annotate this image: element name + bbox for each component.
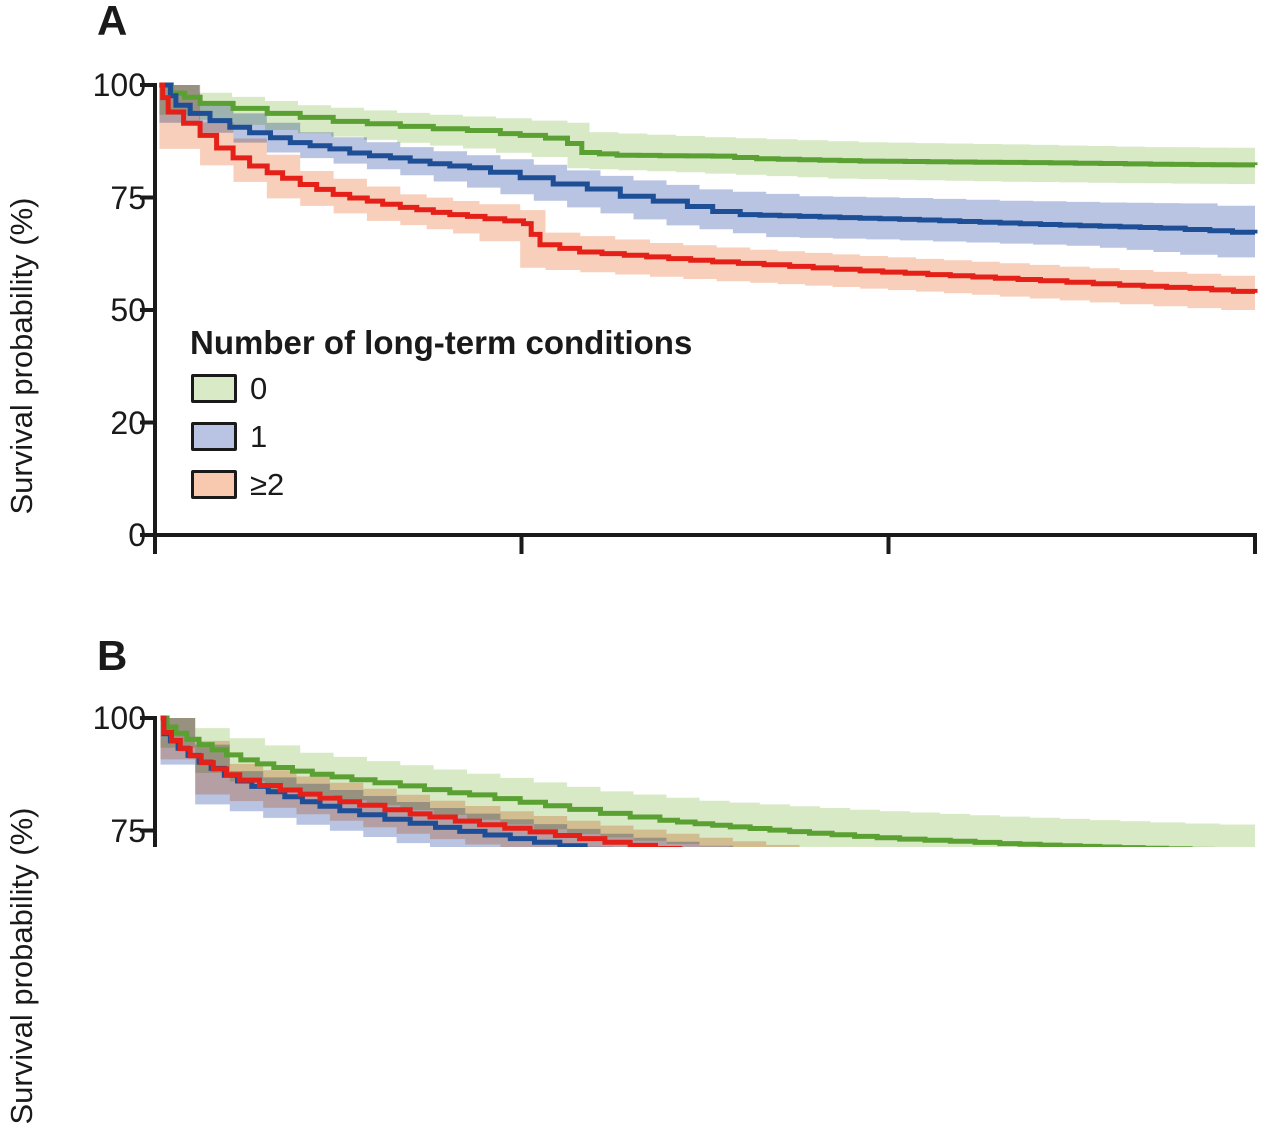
- legend-swatch-icon: [191, 470, 237, 499]
- legend-item-label: 0: [250, 371, 268, 406]
- survival-line-0-panel-A: [159, 82, 1258, 168]
- ci-band-1-panel-B: [160, 718, 733, 847]
- legend-title: Number of long-term conditions: [190, 324, 693, 361]
- survival-line-≥2-panel-A: [159, 82, 1258, 294]
- survival-line-≥2-panel-B: [160, 715, 683, 847]
- legend-item-0: 0: [191, 373, 267, 404]
- y-tick-label-panel-B: 75: [110, 812, 146, 849]
- y-tick-label-panel-B: 100: [92, 700, 146, 736]
- y-tick-label-panel-A: 75: [110, 179, 146, 216]
- panel-b-y-axis-title: Survival probability (%): [4, 807, 39, 1125]
- panel-b-label: B: [97, 632, 128, 679]
- y-tick-label-panel-A: 100: [92, 67, 146, 103]
- legend-item-ge2: ≥2: [191, 469, 284, 500]
- survival-curves-svg: [140, 82, 1258, 847]
- y-tick-label-panel-A: 50: [110, 292, 146, 328]
- panel-a-y-axis-title: Survival probability (%): [4, 197, 39, 515]
- legend-swatch-icon: [191, 374, 237, 403]
- survival-line-1-panel-A: [159, 82, 1258, 235]
- ci-band-0-panel-A: [159, 85, 1255, 184]
- axes-panel-A: [140, 83, 1257, 554]
- y-tick-label-panel-A: 20: [110, 404, 146, 441]
- panel-a-label: A: [97, 0, 128, 44]
- ci-band-1-panel-A: [159, 85, 1255, 258]
- survival-line-0-panel-B: [160, 715, 1215, 847]
- axes-panel-B: [140, 716, 157, 847]
- legend-item-1: 1: [191, 421, 267, 452]
- legend-item-label: ≥2: [250, 467, 285, 502]
- y-tick-label-panel-A: 0: [128, 517, 146, 553]
- legend: Number of long-term conditions 0 1 ≥2: [190, 324, 693, 501]
- survival-line-1-panel-B: [160, 715, 613, 847]
- legend-swatch-icon: [191, 422, 237, 451]
- figure-root: { "figure": { "background": "#ffffff", "…: [4, 0, 1258, 1125]
- legend-item-label: 1: [250, 419, 268, 454]
